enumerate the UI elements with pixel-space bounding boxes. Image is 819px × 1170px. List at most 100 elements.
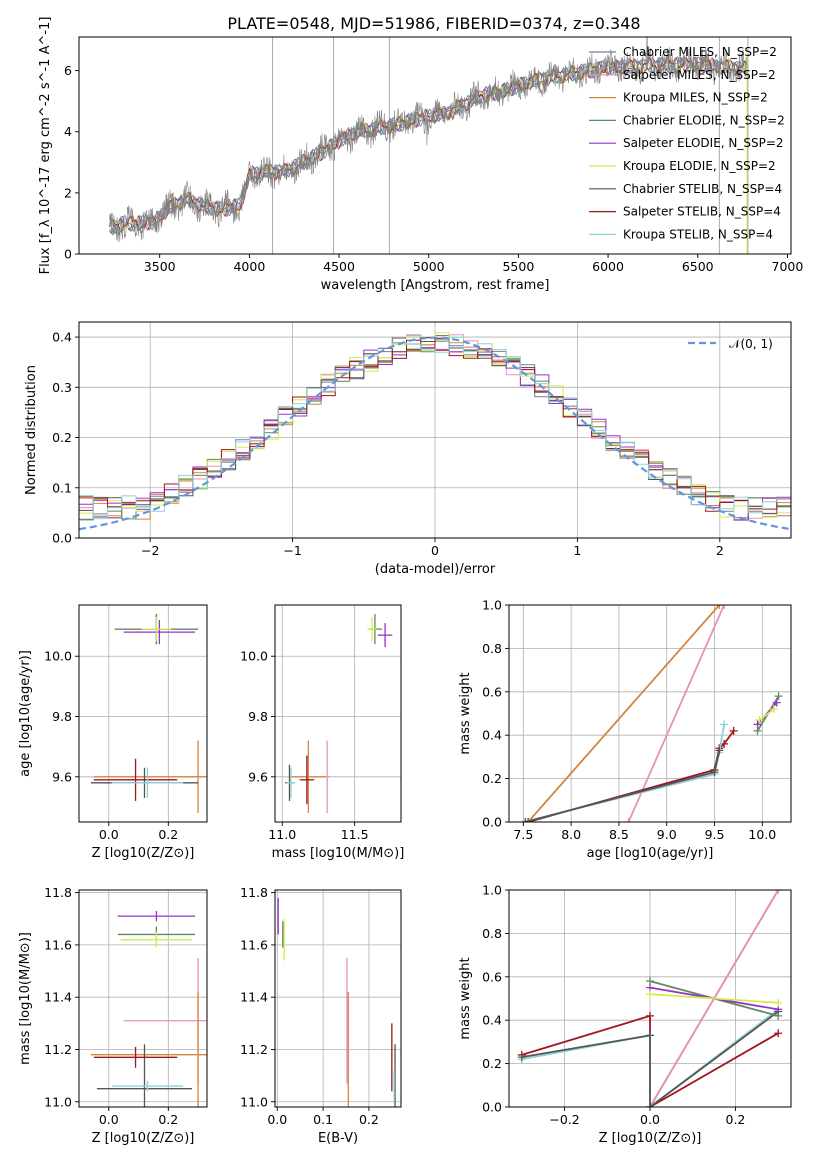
weight-marker [646, 1011, 654, 1020]
y-axis-label: mass weight [458, 957, 473, 1039]
x-tick-label: 0.2 [726, 1112, 746, 1127]
x-axis-label: Z [log10(Z/Z⊙)] [92, 846, 195, 861]
y-tick-label: 0.0 [482, 1100, 502, 1115]
gridlines [79, 605, 207, 822]
axes-age-vs-Z: 0.0 0.2 9.6 9.8 10.0 Z [log10(Z/Z⊙)] age [log1… [18, 605, 207, 861]
x-axis-label: wavelength [Angstrom, rest frame] [321, 278, 550, 293]
axes-frame [78, 889, 208, 1108]
legend-label: Kroupa MILES, N_SSP=2 [623, 91, 768, 105]
x-tick-label: 0.0 [99, 827, 119, 842]
legend: 𝒩(0, 1) [688, 337, 773, 351]
y-tick-label: 11.8 [240, 885, 268, 900]
x-tick-label: 4000 [233, 259, 265, 274]
x-tick-label: 6500 [682, 259, 714, 274]
legend-label: 𝒩(0, 1) [729, 337, 773, 351]
y-tick-label: 0.6 [482, 684, 502, 699]
x-tick-label: 0.0 [267, 1112, 287, 1127]
point-kroupa-elodie [141, 617, 172, 642]
weight-lines [519, 605, 783, 822]
point-kroupa-miles [290, 740, 326, 813]
x-tick-label: 3500 [144, 259, 176, 274]
y-tick-label: 11.4 [240, 990, 268, 1005]
observed-spectrum [109, 37, 749, 242]
weight-line-kroupa-stelib [523, 724, 725, 822]
x-axis-label: Z [log10(Z/Z⊙)] [599, 1131, 702, 1146]
point-chabrier-stelib [96, 1044, 193, 1107]
y-tick-label: 9.6 [248, 769, 268, 784]
axes-spectrum: 3500 4000 4500 5000 5500 6000 6500 7000 0 2 4 6 wave… [38, 17, 803, 293]
x-tick-label: −2 [141, 543, 159, 558]
weight-marker [720, 720, 729, 729]
histogram-kroupa-stelib [79, 336, 791, 520]
weight-marker [774, 1029, 783, 1038]
legend-label: Salpeter ELODIE, N_SSP=2 [623, 136, 784, 150]
x-tick-label: 0.0 [640, 1112, 660, 1127]
weight-marker [624, 818, 633, 822]
y-tick-label: 0.3 [52, 380, 72, 395]
y-tick-label: 11.2 [44, 1042, 72, 1057]
x-tick-label: 8.0 [561, 827, 581, 842]
y-tick-label: 0.2 [482, 771, 502, 786]
gridlines [275, 890, 401, 1107]
axes-frame [508, 604, 792, 823]
weight-lines [517, 890, 783, 1107]
axes-residuals: −2 −1 0 1 2 0.0 0.1 0.2 0.3 0.4 (data-model)/error… [24, 322, 791, 577]
x-tick-label: −0.2 [549, 1112, 579, 1127]
y-tick-label: 1.0 [482, 883, 502, 898]
x-tick-label: 6000 [592, 259, 624, 274]
weight-marker [710, 768, 719, 777]
weight-marker [646, 1103, 654, 1107]
y-tick-label: 0.4 [52, 330, 72, 345]
point-kroupa-elodie [120, 931, 193, 948]
x-tick-label: 1 [573, 543, 581, 558]
point-salpeter-stelib [93, 1046, 178, 1068]
y-tick-label: 0.0 [52, 531, 72, 546]
x-tick-label: 7000 [772, 259, 804, 274]
point-salpeter-elodie [377, 623, 393, 648]
x-tick-label: 0.1 [313, 1112, 333, 1127]
weight-marker [755, 716, 764, 725]
x-tick-label: 11.0 [268, 827, 296, 842]
weight-marker [772, 698, 781, 707]
y-axis-label: Normed distribution [24, 365, 39, 495]
x-tick-label: 9.5 [705, 827, 725, 842]
x-tick-label: −1 [283, 543, 301, 558]
y-tick-label: 11.0 [44, 1094, 72, 1109]
weight-marker [524, 818, 533, 822]
x-tick-label: 10.0 [748, 827, 776, 842]
point-salpeter-stelib [299, 755, 315, 804]
y-tick-label: 9.8 [52, 709, 72, 724]
spectrum-lines [109, 37, 749, 254]
y-tick-label: 0 [64, 247, 72, 262]
y-axis-label: age [log10(age/yr)] [18, 650, 33, 777]
y-axis-label: Flux [f_λ 10^-17 erg cm^-2 s^-1 A^-1] [38, 17, 53, 275]
y-tick-label: 0.4 [482, 728, 502, 743]
y-tick-label: 0.4 [482, 1013, 502, 1028]
legend-label: Salpeter MILES, N_SSP=2 [623, 68, 776, 82]
legend-label: Chabrier STELIB, N_SSP=4 [623, 182, 782, 196]
x-tick-label: 11.5 [341, 827, 369, 842]
y-tick-label: 11.2 [240, 1042, 268, 1057]
error-bars [277, 897, 396, 1107]
y-tick-label: 11.6 [44, 937, 72, 952]
weight-marker [517, 1053, 526, 1062]
point-kroupa-miles [90, 991, 207, 1107]
y-axis-label: mass [log10(M/M⊙)] [18, 932, 33, 1065]
axes-frame [78, 604, 208, 823]
gridlines [79, 322, 791, 539]
y-tick-label: 11.8 [44, 885, 72, 900]
y-tick-label: 0.2 [52, 430, 72, 445]
x-tick-label: 0.0 [99, 1112, 119, 1127]
y-tick-label: 11.0 [240, 1094, 268, 1109]
y-axis-label: mass weight [458, 672, 473, 754]
y-tick-label: 0.1 [52, 480, 72, 495]
x-axis-label: Z [log10(Z/Z⊙)] [92, 1131, 195, 1146]
axes-weight-vs-age: 7.5 8.0 8.5 9.0 9.5 10.0 0.0 0.2 0.4 0.6 0.8 1.0 age… [458, 598, 791, 861]
axes-weight-vs-Z: −0.2 0.0 0.2 0.0 0.2 0.4 0.6 0.8 1.0 Z [log10(Z/Z… [458, 883, 791, 1146]
y-tick-label: 10.0 [44, 649, 72, 664]
weight-marker [646, 1031, 654, 1040]
axes-frame [274, 889, 402, 1108]
point-salpeter-elodie [117, 910, 196, 922]
weight-marker [774, 890, 783, 894]
